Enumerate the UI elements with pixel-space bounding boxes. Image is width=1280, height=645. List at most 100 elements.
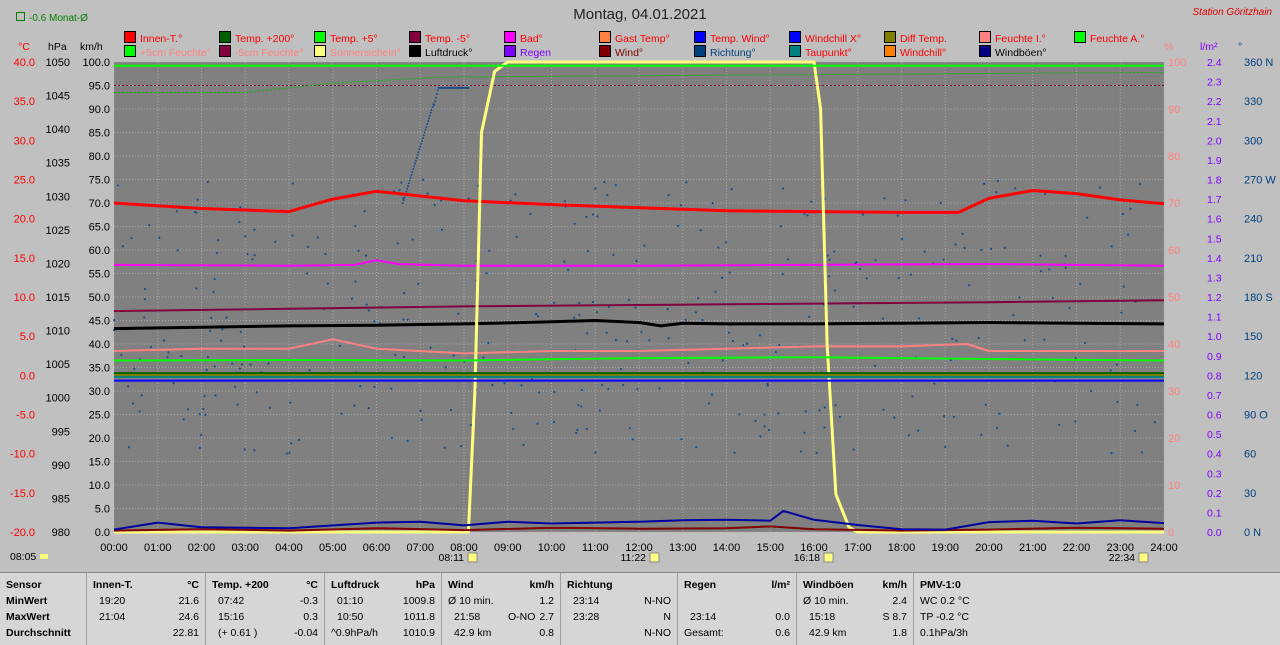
legend-label: +5cm Feuchte° [140, 47, 212, 59]
wind-direction-point [512, 427, 515, 430]
legend-item[interactable]: Windchill X° [789, 31, 861, 46]
wind-direction-point [640, 330, 643, 334]
wind-direction-point [717, 246, 720, 249]
wind-direction-point [291, 234, 294, 237]
wind-direction-point [405, 190, 408, 193]
legend-item[interactable]: Wind° [599, 45, 643, 60]
monthly-average-checkbox-icon[interactable] [16, 12, 25, 21]
wind-direction-point [612, 253, 615, 256]
tick-label-kmh: 85.0 [89, 128, 110, 140]
legend-item[interactable]: Windchill° [884, 45, 946, 60]
wind-direction-point [234, 385, 237, 388]
tick-label-temp: -10.0 [10, 449, 35, 461]
wind-avg-distance: 42.9 km [454, 627, 492, 639]
wind-direction-point [116, 184, 120, 187]
wind-direction-point [1089, 389, 1093, 393]
richtung-max-value: N [663, 611, 671, 623]
wind-direction-point [918, 317, 921, 320]
wind-direction-point [242, 345, 246, 348]
tick-label-time: 22:00 [1063, 542, 1091, 554]
wind-direction-point [552, 421, 556, 424]
wind-direction-point [858, 267, 862, 271]
legend-item[interactable]: Feuchte I.° [979, 31, 1046, 46]
regen-total-value: 0.6 [775, 627, 790, 639]
legend-item[interactable]: Sonnenschein° [314, 45, 401, 60]
tick-label-hpa: 1045 [46, 91, 70, 103]
wind-direction-point [203, 394, 206, 398]
tick-label-hpa: 1000 [46, 393, 70, 405]
stats-panel: Sensor MinWert MaxWert Durchschnitt Inne… [0, 572, 1280, 645]
wind-direction-point [1044, 192, 1047, 195]
wind-direction-point [679, 204, 683, 207]
legend-item[interactable]: Gast Temp° [599, 31, 670, 46]
innen-max-value: 24.6 [178, 611, 199, 623]
legend-label: Feuchte I.° [995, 33, 1046, 45]
tick-label-rain: 0.8 [1207, 370, 1222, 382]
wind-direction-point [421, 139, 423, 142]
tick-label-hpa: 1015 [46, 292, 70, 304]
wind-direction-point [430, 108, 433, 111]
legend-item[interactable]: Feuchte A.° [1074, 31, 1144, 46]
legend-swatch-icon [789, 31, 801, 43]
wind-direction-point [874, 364, 877, 368]
legend-item[interactable]: Richtung° [694, 45, 756, 60]
wind-direction-point [563, 200, 567, 203]
tick-label-time: 17:00 [844, 542, 872, 554]
legend-item[interactable]: Temp. +5° [314, 31, 378, 46]
tick-label-direction: 150 [1244, 331, 1262, 343]
legend-item[interactable]: +5cm Feuchte° [124, 45, 211, 60]
legend-item[interactable]: Temp. +200° [219, 31, 294, 46]
legend-item[interactable]: Windböen° [979, 45, 1046, 60]
stats-regen: Regen l/m² 23:14 0.0 Gesamt: 0.6 [678, 573, 797, 645]
wind-direction-point [120, 353, 123, 357]
legend-item[interactable]: Regen [504, 45, 551, 60]
legend-item[interactable]: Diff Temp. [884, 31, 947, 46]
legend-item[interactable]: Luftdruck° [409, 45, 472, 60]
wind-direction-point [225, 316, 228, 319]
wind-direction-point [701, 318, 704, 322]
wind-direction-point [412, 168, 415, 171]
wind-direction-point [961, 232, 964, 235]
wind-direction-point [578, 301, 581, 305]
wind-direction-point [338, 344, 342, 347]
wind-direction-point [881, 317, 885, 320]
tick-label-direction: 180 S [1244, 292, 1273, 304]
tick-label-time: 19:00 [931, 542, 959, 554]
legend-item[interactable]: Innen-T.° [124, 31, 182, 46]
wind-direction-point [1079, 282, 1082, 285]
innen-unit: °C [187, 579, 199, 591]
legend-label: Innen-T.° [140, 33, 183, 45]
wind-direction-point [208, 329, 212, 333]
legend-swatch-icon [599, 45, 611, 57]
legend-item[interactable]: Temp. -5° [409, 31, 470, 46]
legend-label: Regen [520, 47, 551, 59]
wind-direction-point [514, 193, 517, 196]
legend-swatch-icon [694, 45, 706, 57]
tick-label-rain: 1.1 [1207, 312, 1222, 324]
wind-direction-point [596, 215, 599, 218]
wind-direction-point [1122, 285, 1125, 288]
legend-swatch-icon [504, 45, 516, 57]
legend-item[interactable]: Temp. Wind° [694, 31, 770, 46]
wind-direction-point [440, 228, 444, 231]
wind-direction-point [411, 170, 414, 173]
legend-item[interactable]: Taupunkt° [789, 45, 852, 60]
tick-label-direction: 300 [1244, 135, 1262, 147]
legend-item[interactable]: -5cm Feuchte° [219, 45, 303, 60]
unit-kmh: km/h [80, 41, 103, 53]
tick-label-direction: 240 [1244, 214, 1262, 226]
wind-direction-point [1110, 245, 1113, 248]
tick-label-kmh: 45.0 [89, 316, 110, 328]
wind-direction-point [536, 315, 539, 318]
wind-direction-point [443, 446, 446, 449]
legend-item[interactable]: Bad° [504, 31, 543, 46]
wind-direction-point [487, 341, 490, 345]
wind-direction-point [939, 201, 942, 204]
tick-label-time: 01:00 [144, 542, 172, 554]
wind-direction-point [373, 385, 376, 388]
wind-direction-point [865, 277, 868, 280]
wind-direction-point [354, 224, 357, 228]
tick-label-kmh: 5.0 [95, 504, 110, 516]
innen-min-time: 19:20 [99, 595, 126, 607]
wind-direction-point [138, 410, 141, 413]
